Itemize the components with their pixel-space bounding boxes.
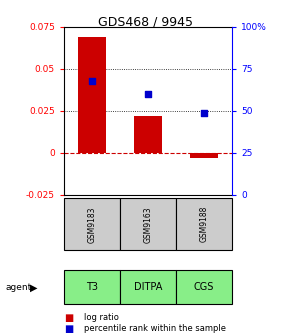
- Text: ■: ■: [64, 312, 73, 323]
- Text: ▶: ▶: [30, 282, 37, 292]
- Text: CGS: CGS: [194, 282, 214, 292]
- Point: [146, 91, 150, 97]
- Text: percentile rank within the sample: percentile rank within the sample: [84, 324, 226, 333]
- Text: DITPA: DITPA: [134, 282, 162, 292]
- Bar: [190, 153, 218, 158]
- Bar: [134, 116, 162, 153]
- Text: GSM9188: GSM9188: [200, 206, 209, 243]
- Text: agent: agent: [6, 283, 32, 292]
- Text: log ratio: log ratio: [84, 313, 119, 322]
- Text: GSM9183: GSM9183: [87, 206, 96, 243]
- Text: GDS468 / 9945: GDS468 / 9945: [97, 15, 193, 28]
- Point: [202, 110, 206, 115]
- Text: ■: ■: [64, 324, 73, 334]
- Text: T3: T3: [86, 282, 98, 292]
- Bar: [78, 37, 106, 153]
- Text: GSM9163: GSM9163: [143, 206, 153, 243]
- Point: [90, 78, 94, 83]
